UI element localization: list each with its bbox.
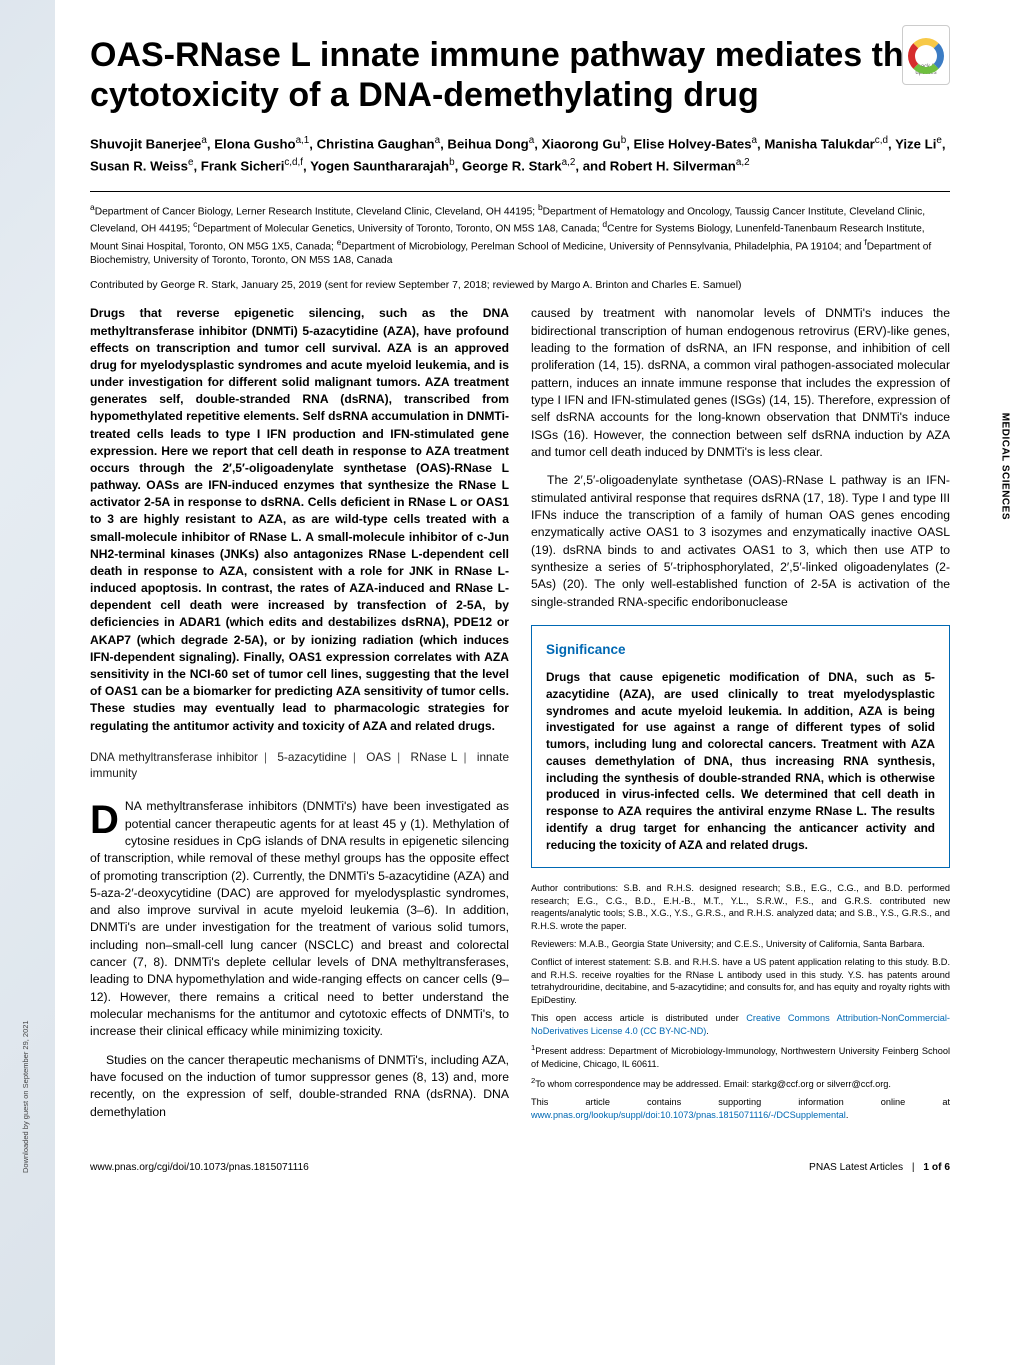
footer-journal: PNAS Latest Articles [809,1162,903,1173]
footer-page-number: 1 of 6 [923,1162,950,1173]
right-column: caused by treatment with nanomolar level… [531,305,950,1132]
significance-box: Significance Drugs that cause epigenetic… [531,625,950,868]
supplemental: This article contains supporting informa… [531,1096,950,1121]
dropcap: D [90,798,125,839]
author-list: Shuvojit Banerjeea, Elona Gushoa,1, Chri… [90,133,950,177]
affiliations: aDepartment of Cancer Biology, Lerner Re… [90,202,950,268]
left-column: Drugs that reverse epigenetic silencing,… [90,305,509,1132]
open-access: This open access article is distributed … [531,1012,950,1037]
keyword: 5-azacytidine [277,750,347,764]
separator [90,191,950,192]
present-address: 1Present address: Department of Microbio… [531,1043,950,1070]
author-contributions: Author contributions: S.B. and R.H.S. de… [531,882,950,932]
significance-heading: Significance [546,640,935,659]
supp-link[interactable]: www.pnas.org/lookup/suppl/doi:10.1073/pn… [531,1110,846,1120]
footer-page-info: PNAS Latest Articles | 1 of 6 [809,1162,950,1173]
two-column-body: Drugs that reverse epigenetic silencing,… [90,305,950,1132]
crossmark-badge[interactable]: Check for updates [902,25,950,85]
open-access-text: This open access article is distributed … [531,1013,746,1023]
correspondence: 2To whom correspondence may be addressed… [531,1076,950,1090]
significance-body: Drugs that cause epigenetic modification… [546,669,935,853]
contributed-line: Contributed by George R. Stark, January … [90,280,950,291]
keyword: OAS [366,750,391,764]
reviewers: Reviewers: M.A.B., Georgia State Univers… [531,938,950,950]
col2-paragraph-1: caused by treatment with nanomolar level… [531,305,950,461]
footer-doi: www.pnas.org/cgi/doi/10.1073/pnas.181507… [90,1162,309,1173]
supp-text: This article contains supporting informa… [531,1097,950,1107]
article-title: OAS-RNase L innate immune pathway mediat… [90,35,950,115]
col2-paragraph-2: The 2′,5′-oligoadenylate synthetase (OAS… [531,472,950,611]
keyword: DNA methyltransferase inhibitor [90,750,258,764]
page-footer: www.pnas.org/cgi/doi/10.1073/pnas.181507… [90,1156,950,1173]
conflict-statement: Conflict of interest statement: S.B. and… [531,956,950,1006]
intro-text: NA methyltransferase inhibitors (DNMTi's… [90,799,509,1038]
intro-paragraph: D NA methyltransferase inhibitors (DNMTi… [90,798,509,1041]
keywords-line: DNA methyltransferase inhibitor| 5-azacy… [90,749,509,783]
abstract-text: Drugs that reverse epigenetic silencing,… [90,305,509,734]
keyword: RNase L [411,750,458,764]
intro-paragraph-2: Studies on the cancer therapeutic mechan… [90,1052,509,1121]
